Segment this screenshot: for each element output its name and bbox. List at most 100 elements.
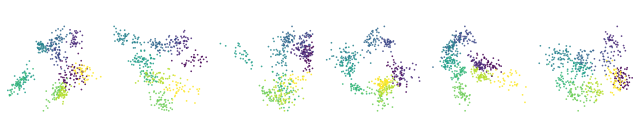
- Point: [181, 63, 191, 64]
- Point: [468, 66, 479, 68]
- Point: [148, 78, 158, 79]
- Point: [555, 80, 565, 81]
- Point: [591, 82, 601, 84]
- Point: [298, 52, 308, 54]
- Point: [553, 77, 563, 79]
- Point: [196, 62, 206, 64]
- Point: [77, 68, 87, 70]
- Point: [239, 50, 250, 52]
- Point: [162, 43, 172, 45]
- Point: [173, 82, 183, 84]
- Point: [600, 65, 611, 67]
- Point: [293, 89, 303, 91]
- Point: [133, 57, 143, 59]
- Point: [563, 62, 573, 64]
- Point: [48, 87, 58, 89]
- Point: [371, 79, 381, 80]
- Point: [301, 40, 312, 42]
- Point: [615, 52, 625, 54]
- Point: [285, 34, 295, 36]
- Point: [578, 84, 588, 85]
- Point: [483, 73, 493, 75]
- Point: [166, 107, 176, 109]
- Point: [46, 46, 56, 48]
- Point: [565, 81, 575, 83]
- Point: [388, 42, 398, 43]
- Point: [52, 49, 63, 51]
- Point: [283, 40, 293, 42]
- Point: [156, 97, 166, 99]
- Point: [189, 57, 199, 59]
- Point: [340, 51, 351, 53]
- Point: [335, 64, 345, 66]
- Point: [237, 54, 247, 56]
- Point: [576, 60, 586, 62]
- Point: [571, 65, 581, 66]
- Point: [145, 75, 155, 77]
- Point: [570, 68, 580, 70]
- Point: [446, 63, 456, 65]
- Point: [183, 47, 193, 49]
- Point: [278, 98, 289, 100]
- Point: [608, 36, 618, 38]
- Point: [382, 88, 392, 90]
- Point: [300, 56, 310, 57]
- Point: [133, 38, 143, 40]
- Point: [461, 33, 472, 34]
- Point: [609, 74, 620, 76]
- Point: [79, 65, 89, 67]
- Point: [69, 86, 79, 88]
- Point: [38, 48, 48, 50]
- Point: [373, 45, 383, 47]
- Point: [340, 47, 351, 49]
- Point: [257, 91, 268, 93]
- Point: [257, 90, 267, 92]
- Point: [380, 84, 390, 86]
- Point: [268, 89, 278, 91]
- Point: [272, 99, 282, 101]
- Point: [369, 39, 379, 41]
- Point: [151, 46, 161, 48]
- Point: [17, 79, 28, 81]
- Point: [404, 69, 415, 70]
- Point: [474, 79, 484, 81]
- Point: [385, 87, 395, 88]
- Point: [474, 77, 484, 79]
- Point: [283, 32, 293, 34]
- Point: [288, 82, 298, 84]
- Point: [57, 39, 67, 41]
- Point: [278, 41, 288, 43]
- Point: [287, 102, 298, 104]
- Point: [303, 34, 313, 36]
- Point: [471, 62, 481, 64]
- Point: [276, 85, 286, 87]
- Point: [380, 84, 390, 86]
- Point: [115, 40, 125, 42]
- Point: [80, 84, 90, 85]
- Point: [498, 73, 508, 75]
- Point: [286, 91, 296, 93]
- Point: [129, 61, 140, 63]
- Point: [344, 57, 355, 58]
- Point: [484, 66, 495, 68]
- Point: [182, 41, 192, 43]
- Point: [575, 95, 585, 96]
- Point: [270, 93, 280, 94]
- Point: [125, 61, 136, 63]
- Point: [140, 58, 150, 59]
- Point: [49, 49, 60, 51]
- Point: [54, 97, 64, 99]
- Point: [611, 69, 621, 70]
- Point: [355, 88, 365, 90]
- Point: [557, 58, 567, 60]
- Point: [609, 65, 619, 67]
- Point: [202, 61, 212, 63]
- Point: [614, 74, 624, 76]
- Point: [597, 91, 607, 93]
- Point: [284, 102, 294, 104]
- Point: [586, 91, 596, 93]
- Point: [563, 51, 573, 53]
- Point: [555, 53, 565, 55]
- Point: [616, 74, 626, 76]
- Point: [445, 49, 455, 50]
